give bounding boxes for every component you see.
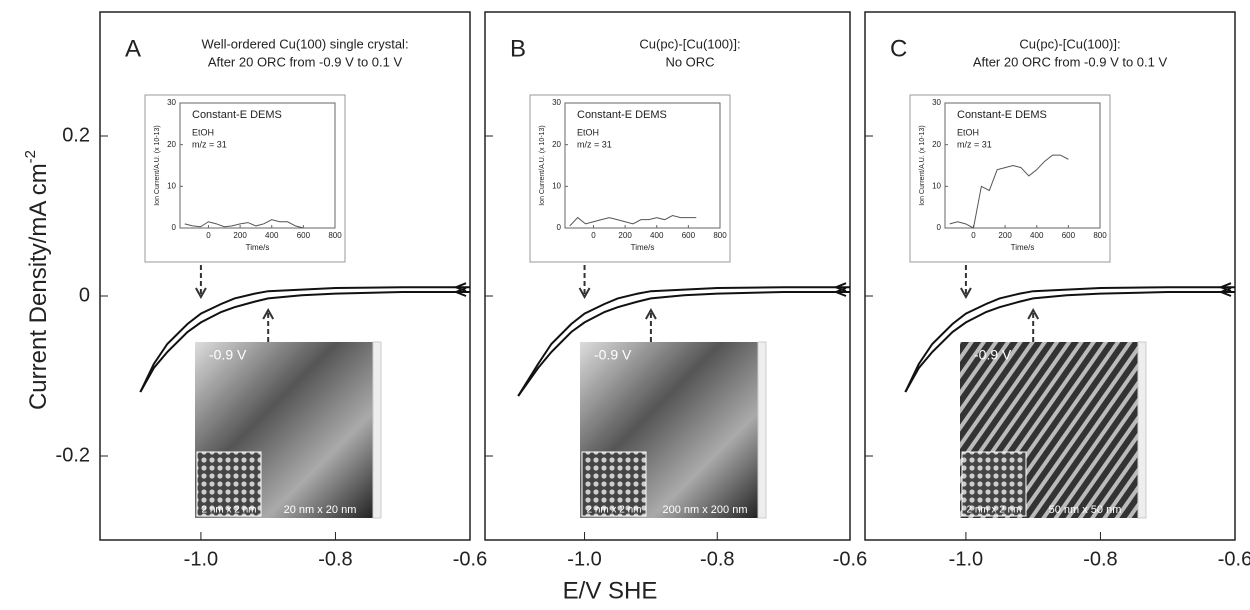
stm-colorbar [1138, 342, 1146, 518]
inset-mz: m/z = 31 [192, 139, 227, 149]
stm-scale: 50 nm x 50 nm [1049, 504, 1122, 516]
stm-colorbar [758, 342, 766, 518]
inset-x-tick-label: 0 [971, 231, 976, 240]
inset-x-tick-label: 600 [682, 231, 696, 240]
inset-x-tick-label: 600 [1062, 231, 1076, 240]
stm-scale: 20 nm x 20 nm [284, 504, 357, 516]
x-tick-label: -0.8 [700, 548, 734, 570]
stm-colorbar [373, 342, 381, 518]
inset-y-tick-label: 20 [932, 140, 941, 149]
inset-x-tick-label: 200 [998, 231, 1012, 240]
y-tick-label: 0.2 [62, 124, 90, 146]
panel-title: Cu(pc)-[Cu(100)]: [1019, 36, 1120, 51]
panel-title: Well-ordered Cu(100) single crystal: [201, 36, 408, 51]
inset-species: EtOH [957, 127, 979, 137]
inset-mz: m/z = 31 [577, 139, 612, 149]
panel-letter: C [890, 35, 907, 62]
stm-potential: -0.9 V [974, 347, 1012, 363]
panel-title: No ORC [665, 54, 714, 69]
inset-y-tick-label: 30 [552, 98, 561, 107]
y-axis-label: Current Density/mA cm-2 [22, 150, 52, 410]
inset-x-label: Time/s [1011, 243, 1035, 252]
inset-y-tick-label: 20 [552, 140, 561, 149]
stm-inset-scale: 2 nm x 2 nm [966, 505, 1021, 516]
inset-x-tick-label: 200 [618, 231, 632, 240]
inset-y-tick-label: 10 [932, 181, 941, 190]
stm-potential: -0.9 V [594, 347, 632, 363]
x-tick-label: -0.6 [453, 548, 487, 570]
inset-y-label: Ion Current/A.U. (x 10-13) [919, 125, 926, 206]
panel-title: Cu(pc)-[Cu(100)]: [639, 36, 740, 51]
y-tick-label: -0.2 [56, 444, 90, 466]
stm-inset-scale: 2 nm x 2 nm [201, 505, 256, 516]
inset-y-tick-label: 20 [167, 140, 176, 149]
inset-y-tick-label: 0 [557, 223, 562, 232]
x-axis-label: E/V SHE [563, 577, 658, 604]
inset-species: EtOH [577, 127, 599, 137]
inset-title: Constant-E DEMS [192, 109, 282, 121]
panel-letter: B [510, 35, 526, 62]
panel-title: After 20 ORC from -0.9 V to 0.1 V [973, 54, 1168, 69]
y-tick-label: 0 [79, 284, 90, 306]
x-tick-label: -1.0 [184, 548, 218, 570]
inset-y-tick-label: 0 [172, 223, 177, 232]
inset-x-tick-label: 800 [713, 231, 727, 240]
y-axis-label-sup: -2 [22, 150, 39, 163]
inset-mz: m/z = 31 [957, 139, 992, 149]
inset-y-label: Ion Current/A.U. (x 10-13) [154, 125, 161, 206]
panel-title: After 20 ORC from -0.9 V to 0.1 V [208, 54, 403, 69]
x-tick-label: -1.0 [949, 548, 983, 570]
inset-x-tick-label: 200 [233, 231, 247, 240]
inset-title: Constant-E DEMS [577, 109, 667, 121]
x-tick-label: -0.8 [318, 548, 352, 570]
inset-y-tick-label: 30 [932, 98, 941, 107]
y-axis-label-text: Current Density/mA cm [25, 163, 52, 410]
inset-x-tick-label: 400 [265, 231, 279, 240]
x-tick-label: -0.6 [1218, 548, 1250, 570]
inset-y-tick-label: 10 [552, 181, 561, 190]
x-tick-label: -0.8 [1083, 548, 1117, 570]
x-tick-label: -0.6 [833, 548, 867, 570]
inset-x-label: Time/s [246, 243, 270, 252]
x-tick-label: -1.0 [567, 548, 601, 570]
inset-species: EtOH [192, 127, 214, 137]
inset-x-label: Time/s [631, 243, 655, 252]
inset-y-tick-label: 0 [937, 223, 942, 232]
inset-x-tick-label: 400 [1030, 231, 1044, 240]
inset-x-tick-label: 0 [591, 231, 596, 240]
inset-title: Constant-E DEMS [957, 109, 1047, 121]
inset-x-tick-label: 800 [1093, 231, 1107, 240]
inset-y-tick-label: 30 [167, 98, 176, 107]
inset-x-tick-label: 0 [206, 231, 211, 240]
inset-y-tick-label: 10 [167, 181, 176, 190]
stm-scale: 200 nm x 200 nm [663, 504, 748, 516]
inset-x-tick-label: 600 [297, 231, 311, 240]
inset-y-label: Ion Current/A.U. (x 10-13) [539, 125, 546, 206]
figure: E/V SHE Current Density/mA cm-2 -1.0 -0.8… [0, 0, 1250, 610]
inset-x-tick-label: 800 [328, 231, 342, 240]
stm-potential: -0.9 V [209, 347, 247, 363]
stm-inset-scale: 2 nm x 2 nm [586, 505, 641, 516]
inset-x-tick-label: 400 [650, 231, 664, 240]
panel-letter: A [125, 35, 141, 62]
